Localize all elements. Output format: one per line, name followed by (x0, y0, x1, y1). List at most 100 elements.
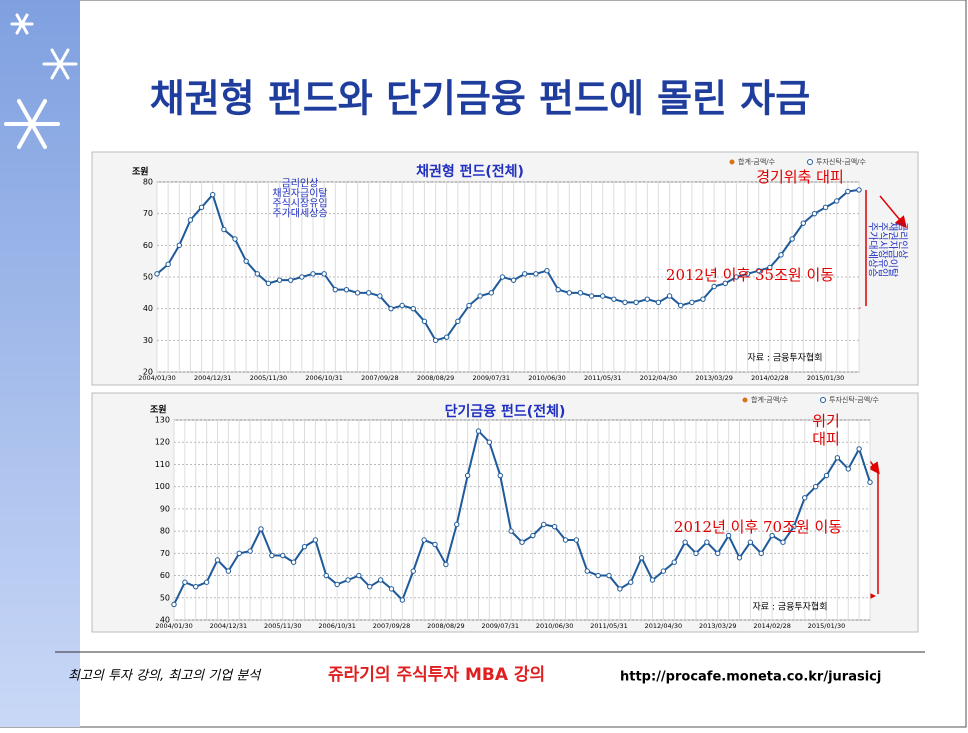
data-point (214, 557, 221, 563)
data-point (800, 220, 806, 226)
x-tick-label: 2010/06/30 (536, 622, 573, 630)
data-point (845, 466, 851, 472)
x-tick-label: 2014/02/28 (753, 622, 790, 630)
data-point (744, 271, 751, 277)
data-point (280, 552, 286, 559)
data-point (834, 455, 841, 461)
data-point (367, 583, 373, 590)
data-point (475, 428, 482, 434)
data-point (715, 550, 721, 557)
data-point (334, 581, 340, 588)
data-point (780, 539, 786, 545)
data-point (704, 539, 710, 545)
data-point (236, 550, 242, 557)
data-point (508, 528, 514, 534)
x-tick-label: 2006/10/31 (305, 374, 342, 382)
data-point (834, 198, 840, 204)
data-point (354, 290, 361, 296)
annotation: 경기위축 대피 (756, 168, 844, 186)
y-tick-label: 50 (143, 273, 153, 282)
x-tick-label: 2006/10/31 (318, 622, 355, 630)
data-point (247, 548, 253, 554)
data-point (622, 299, 628, 306)
legend-label: 투자신탁-금액/수 (816, 157, 867, 166)
data-point (682, 539, 688, 545)
data-point (867, 479, 873, 485)
data-point (290, 559, 297, 565)
data-line (156, 188, 860, 342)
x-tick-label: 2004/12/31 (210, 622, 247, 630)
source-note: 자료 : 금융투자협회 (753, 601, 828, 613)
y-tick-label: 40 (160, 616, 170, 625)
data-point (519, 539, 525, 545)
y-tick-label: 60 (143, 241, 153, 250)
x-tick-label: 2015/01/30 (808, 622, 845, 630)
data-point (193, 583, 199, 590)
data-point (312, 537, 319, 543)
data-point (822, 204, 829, 211)
data-point (497, 472, 503, 479)
data-point (671, 559, 677, 565)
data-point (533, 271, 539, 277)
data-point (588, 293, 595, 299)
data-point (778, 252, 784, 258)
data-point (444, 334, 450, 340)
legend-swatch (820, 397, 826, 403)
data-point (388, 305, 394, 312)
data-point (443, 561, 449, 568)
data-point (454, 521, 460, 528)
data-point (584, 568, 590, 574)
data-point (301, 543, 308, 550)
data-point (176, 242, 182, 249)
data-point (187, 217, 194, 223)
annotation: 금리인상 (282, 178, 319, 190)
data-point (756, 267, 762, 274)
data-point (611, 296, 617, 302)
x-tick-label: 2013/03/29 (695, 374, 732, 382)
annotation: 2012년 이후 70조원 이동 (674, 518, 842, 536)
side-strip (0, 0, 80, 727)
data-point (410, 568, 416, 574)
annotation: 2012년 이후 35조원 이동 (666, 266, 834, 284)
data-point (791, 523, 797, 530)
annotation: 주가대세상승 (272, 208, 327, 220)
data-point (700, 296, 706, 302)
y-axis-label: 조원 (150, 404, 167, 416)
data-point (288, 277, 294, 283)
x-tick-label: 2008/08/29 (417, 374, 454, 382)
data-point (747, 539, 754, 545)
data-point (551, 523, 558, 530)
data-point (693, 550, 699, 557)
data-point (541, 521, 547, 528)
data-point (466, 302, 472, 309)
data-point (345, 577, 351, 583)
data-point (198, 204, 205, 211)
y-tick-label: 80 (143, 178, 153, 187)
data-point (789, 236, 795, 242)
data-point (845, 188, 851, 195)
data-point (600, 293, 606, 299)
chart-title: 채권형 펀드(전체) (416, 163, 524, 180)
data-point (655, 299, 662, 306)
annotation: 주가대세상승 (867, 222, 879, 277)
data-point (464, 472, 471, 479)
data-point (725, 532, 732, 539)
data-point (562, 537, 569, 543)
y-tick-label: 70 (143, 209, 153, 218)
data-point (225, 568, 232, 574)
data-point (733, 274, 740, 280)
data-point (577, 290, 584, 296)
data-point (477, 293, 483, 299)
data-point (332, 286, 338, 293)
data-point (399, 597, 406, 603)
y-tick-label: 110 (155, 460, 170, 469)
y-tick-label: 100 (155, 482, 170, 491)
data-point (644, 296, 650, 302)
data-point (736, 555, 743, 561)
x-tick-label: 2012/04/30 (640, 374, 677, 382)
data-point (182, 579, 188, 585)
slide-title: 채권형 펀드와 단기금융 펀드에 몰린 자금 (150, 77, 810, 121)
data-point (254, 271, 260, 277)
data-point (377, 293, 383, 299)
